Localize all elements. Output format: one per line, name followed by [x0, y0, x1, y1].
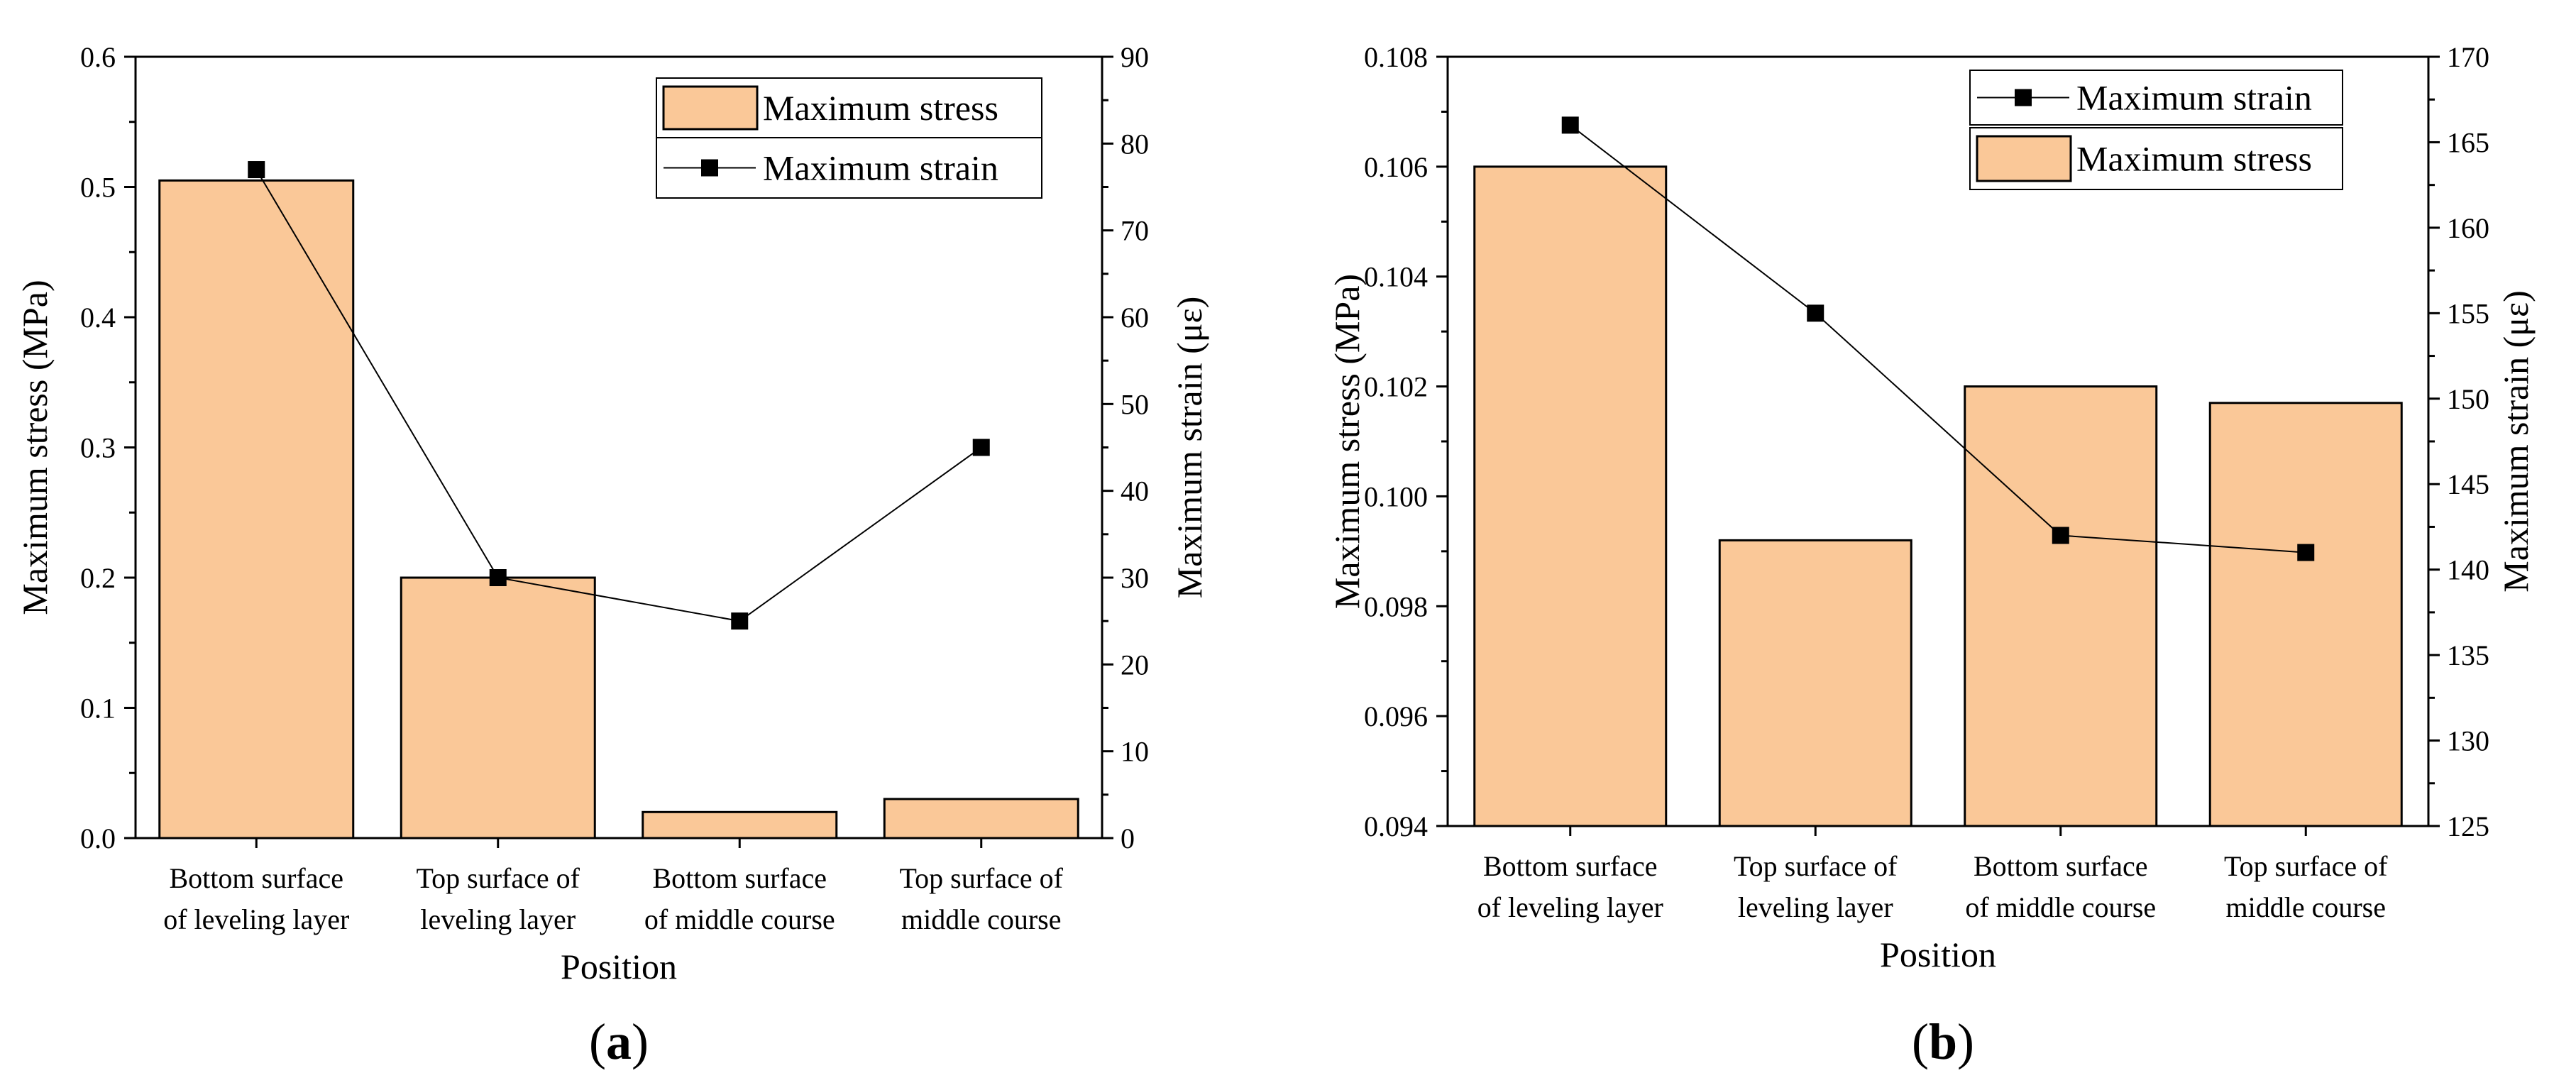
legend-swatch-bar: [1976, 135, 2072, 182]
left-tick-label: 0.5: [80, 172, 116, 204]
right-tick-label: 40: [1121, 475, 1149, 507]
right-tick-label: 165: [2447, 126, 2489, 158]
right-tick-label: 10: [1121, 736, 1149, 768]
left-tick-label: 0.1: [80, 693, 116, 725]
stress-bar: [642, 810, 838, 839]
right-axis-title: Maximum strain (με): [2496, 290, 2536, 593]
right-tick-label: 130: [2447, 725, 2489, 757]
left-tick-label: 0.0: [80, 822, 116, 854]
stress-bar: [400, 576, 596, 839]
category-label: Bottom surface: [170, 862, 344, 894]
left-tick-label: 0.100: [1364, 480, 1428, 512]
left-axis-title: Maximum stress (MPa): [15, 280, 55, 615]
left-tick-label: 0.098: [1364, 590, 1428, 622]
category-label: Bottom surface: [653, 862, 827, 894]
strain-marker: [731, 612, 749, 630]
right-tick-label: 30: [1121, 562, 1149, 594]
right-tick-label: 90: [1121, 41, 1149, 73]
strain-marker: [2052, 527, 2069, 544]
category-label: Top surface of: [1734, 850, 1898, 882]
strain-line: [255, 169, 982, 622]
right-tick-label: 50: [1121, 388, 1149, 420]
legend-label: Maximum stress: [763, 88, 998, 128]
category-label: leveling layer: [1738, 891, 1893, 923]
right-tick-label: 140: [2447, 554, 2489, 586]
right-tick-label: 70: [1121, 215, 1149, 247]
right-axis-title: Maximum strain (με): [1169, 297, 1209, 599]
category-label: Top surface of: [900, 862, 1064, 894]
category-label: Top surface of: [417, 862, 580, 894]
strain-marker: [1807, 304, 1824, 322]
stress-bar: [1964, 385, 2158, 827]
strain-marker: [2297, 544, 2315, 561]
x-axis-title: Position: [561, 947, 677, 986]
legend: Maximum strain Maximum stress: [1969, 70, 2343, 190]
left-tick-label: 0.096: [1364, 700, 1428, 732]
left-tick-label: 0.3: [80, 432, 116, 464]
left-tick-label: 0.108: [1364, 41, 1428, 73]
right-tick-label: 155: [2447, 297, 2489, 329]
right-tick-label: 125: [2447, 810, 2489, 842]
category-label: Bottom surface: [1974, 850, 2148, 882]
legend-label: Maximum stress: [2076, 139, 2312, 179]
stress-bar: [1473, 165, 1668, 827]
legend-label: Maximum strain: [2076, 78, 2312, 118]
legend-label: Maximum strain: [763, 148, 998, 188]
category-label: of middle course: [1965, 891, 2156, 923]
left-tick-label: 0.104: [1364, 261, 1428, 293]
stress-bar: [883, 798, 1079, 839]
strain-marker: [489, 569, 507, 586]
chart-panel-b: 0.094 0.096 0.098 0.100 0.102 0.104 0.106 0.108…: [1327, 41, 2536, 1070]
right-tick-label: 170: [2447, 41, 2489, 73]
legend-swatch-marker: [701, 159, 718, 177]
x-axis-title: Position: [1880, 935, 1996, 974]
right-tick-label: 80: [1121, 128, 1149, 160]
category-label: of middle course: [644, 903, 835, 935]
strain-marker: [248, 161, 265, 179]
legend: Maximum stress Maximum strain: [656, 77, 1042, 199]
legend-swatch-bar: [662, 85, 759, 131]
left-tick-label: 0.6: [80, 41, 116, 73]
panel-label: (a): [589, 1013, 649, 1070]
category-label: of leveling layer: [1477, 891, 1663, 923]
category-label: leveling layer: [420, 903, 576, 935]
category-label: of leveling layer: [163, 903, 349, 935]
category-label: Top surface of: [2224, 850, 2388, 882]
left-axis-title: Maximum stress (MPa): [1327, 274, 1367, 609]
category-label: Bottom surface: [1483, 850, 1658, 882]
right-tick-label: 0: [1121, 822, 1135, 854]
strain-marker: [1561, 116, 1579, 134]
panel-label: (b): [1912, 1013, 1974, 1070]
left-tick-label: 0.102: [1364, 371, 1428, 403]
stress-bar: [158, 179, 355, 839]
right-tick-label: 20: [1121, 649, 1149, 681]
left-tick-label: 0.2: [80, 562, 116, 594]
category-label: middle course: [2226, 891, 2387, 923]
stress-bar: [2208, 402, 2403, 827]
left-tick-label: 0.4: [80, 302, 116, 334]
stress-bar: [1718, 539, 1912, 827]
category-label: middle course: [901, 903, 1062, 935]
left-tick-label: 0.094: [1364, 810, 1428, 842]
strain-marker: [972, 439, 990, 456]
left-tick-label: 0.106: [1364, 151, 1428, 183]
strain-line: [1570, 124, 2306, 554]
right-tick-label: 150: [2447, 383, 2489, 415]
chart-panel-a: 0.0 0.1 0.2 0.3 0.4 0.5 0.6 0 10 20 30 40 50 60 70 80 90…: [15, 41, 1209, 1070]
right-tick-label: 135: [2447, 639, 2489, 671]
right-tick-label: 145: [2447, 468, 2489, 500]
right-tick-label: 160: [2447, 212, 2489, 244]
legend-swatch-marker: [2015, 89, 2032, 106]
right-tick-label: 60: [1121, 302, 1149, 334]
